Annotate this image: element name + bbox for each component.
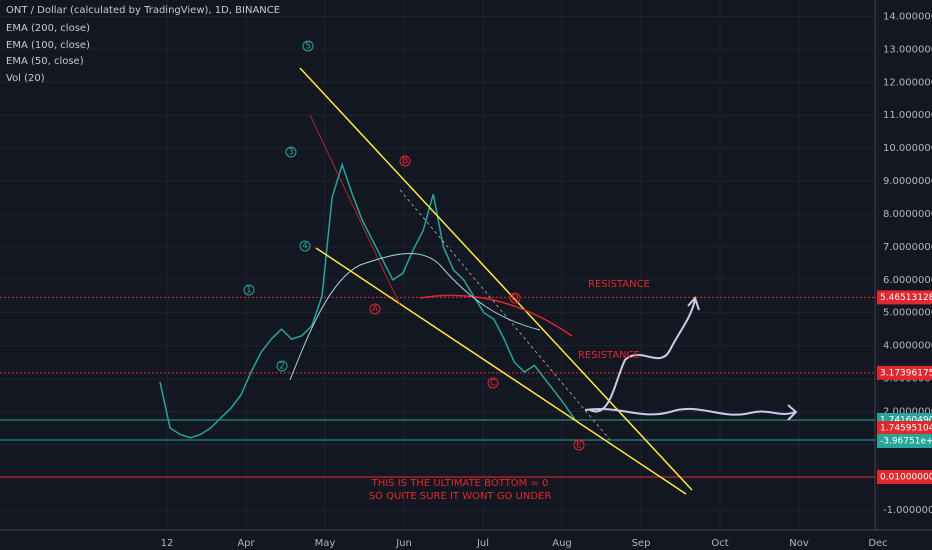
y-tick-label: 11.00000000 [883,110,932,121]
price-badge [877,434,932,448]
x-tick-label: Nov [789,538,809,549]
price-label: 1.74595104 [880,424,932,434]
wave-label: 2 [279,362,285,372]
price-badge [877,365,932,380]
ema-line [289,252,541,381]
x-tick-label: Dec [868,538,887,549]
price-label: 0.01000000 [880,473,932,483]
x-tick-label: Oct [711,538,728,549]
x-tick-label: 12 [161,538,174,549]
trendline [309,114,401,306]
wave-label: D [512,294,519,304]
trendline [299,67,693,491]
wave-label: E [576,441,582,451]
annotation: SO QUITE SURE IT WONT GO UNDER [369,491,552,502]
wave-circle [369,303,381,315]
y-tick-label: 9.00000000 [883,176,932,187]
x-tick-label: Jun [395,538,412,549]
annotation: THIS IS THE ULTIMATE BOTTOM = 0 [371,478,549,489]
wave-circle [302,40,314,52]
wave-label: C [490,379,496,389]
y-tick-label: 2.00000000 [883,406,932,417]
wave-circle [573,439,585,451]
legend-indicator[interactable]: Vol (20) [6,73,45,84]
x-tick-label: Sep [632,538,651,549]
wave-circle [299,240,311,252]
wave-circle [399,155,411,167]
wave-circle [243,284,255,296]
price-label: 5.46513128 [880,293,932,303]
x-tick-label: Apr [237,538,255,549]
y-tick-label: 10.00000000 [883,143,932,154]
price-label: -3.96751e+66 [880,437,932,447]
ema-line [419,294,573,337]
y-tick-label: 5.00000000 [883,308,932,319]
projection-arrow [589,299,696,413]
x-tick-label: May [315,538,336,549]
drawings [243,40,798,495]
annotation: RESISTANCE [588,279,650,290]
wave-label: 1 [246,286,252,296]
wave-circle [276,360,288,372]
price-line [159,162,576,439]
arrow-head [787,404,798,421]
wave-label: A [372,305,379,315]
x-tick-label: Jul [476,538,489,549]
price-label: 1.74160490 [880,415,932,425]
trendline [399,189,611,441]
y-tick-label: 12.00000000 [883,77,932,88]
marks [0,162,875,478]
y-tick-label: 8.00000000 [883,209,932,220]
wave-circle [487,377,499,389]
annotation: RESISTANCE [578,350,640,361]
price-label: 3.17396175 [880,368,932,378]
wave-circle [285,146,297,158]
y-tick-label: 6.00000000 [883,275,932,286]
legend-indicator[interactable]: EMA (100, close) [6,40,90,51]
wave-label: 4 [302,242,308,252]
legend-title: ONT / Dollar (calculated by TradingView)… [6,5,280,16]
wave-label: 5 [305,42,311,52]
x-tick-label: Aug [552,538,572,549]
price-badge [877,421,932,435]
y-tick-label: 7.00000000 [883,242,932,253]
y-tick-label: 14.00000000 [883,11,932,22]
y-tick-label: 13.00000000 [883,44,932,55]
legend-indicator[interactable]: EMA (200, close) [6,23,90,34]
price-badge [877,290,932,305]
wave-circle [509,292,521,304]
arrow-head [687,296,700,311]
wave-label: 3 [288,148,294,158]
y-tick-label: 4.00000000 [883,341,932,352]
wave-label: B [402,157,408,167]
price-badge [877,470,932,484]
legend-indicator[interactable]: EMA (50, close) [6,56,84,67]
axes: 14.0000000013.0000000012.0000000011.0000… [161,11,932,549]
trendline [315,247,687,495]
projection-arrow [584,407,796,416]
y-tick-label: -1.00000000 [883,505,932,516]
